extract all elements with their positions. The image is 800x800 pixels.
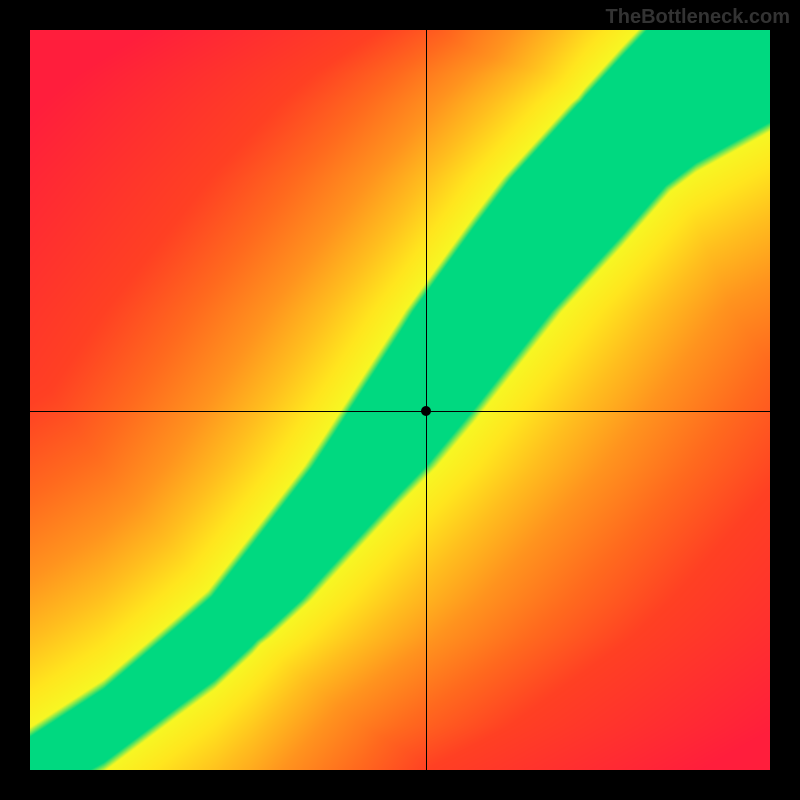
- watermark: TheBottleneck.com: [606, 6, 790, 29]
- heatmap-canvas: [30, 30, 770, 770]
- crosshair-horizontal: [30, 411, 770, 412]
- plot-area: [30, 30, 770, 770]
- crosshair-vertical: [426, 30, 427, 770]
- crosshair-marker: [421, 406, 431, 416]
